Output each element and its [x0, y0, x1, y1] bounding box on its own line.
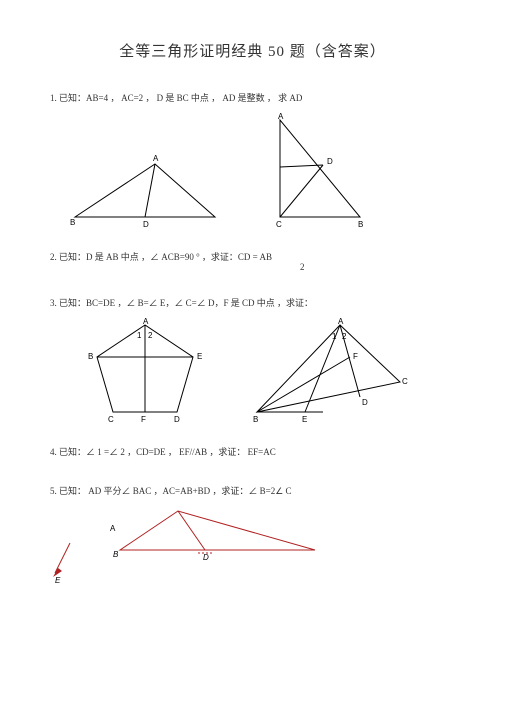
p1-num: 1. [50, 93, 57, 103]
label-B: B [113, 550, 119, 559]
page-title: 全等三角形证明经典 50 题（含答案） [50, 40, 455, 61]
problem-2: 2. 已知：D 是 AB 中点 ，∠ ACB=90 ° ，求证：CD = AB … [50, 250, 455, 263]
p2-sub: 2 [300, 262, 305, 272]
p5-num: 5. [50, 486, 57, 496]
label-2: 2 [342, 332, 347, 341]
label-E: E [55, 576, 61, 585]
label-B: B [253, 415, 258, 424]
p5-text: 已知： AD 平分∠ BAC ，AC=AB+BD ，求证：∠ B=2∠ C [59, 486, 292, 496]
label-B: B [358, 220, 363, 229]
figure-5: A B D E [50, 505, 340, 585]
problem-4: 4. 已知：∠ 1 =∠ 2 ，CD=DE ， EF//AB ，求证： EF=A… [50, 445, 455, 458]
figure-5-row: A B D E [50, 505, 455, 585]
label-F: F [141, 415, 146, 424]
figure-1-row: B A D A D C B [50, 112, 455, 232]
problem-5: 5. 已知： AD 平分∠ BAC ，AC=AB+BD ，求证：∠ B=2∠ C [50, 484, 455, 497]
label-D: D [327, 157, 333, 166]
figure-3-right: A 1 2 F C D E B [245, 317, 410, 427]
p1-text: 已知：AB=4 ， AC=2 ， D 是 BC 中点 ， AD 是整数 ， 求 … [59, 93, 302, 103]
label-A: A [278, 112, 284, 121]
label-C: C [402, 377, 408, 386]
p3-text: 已知：BC=DE ，∠ B=∠ E，∠ C=∠ D，F 是 CD 中点 ，求证： [59, 298, 313, 308]
p4-num: 4. [50, 447, 57, 457]
figure-1-right: A D C B [260, 112, 375, 232]
label-A: A [143, 317, 149, 326]
label-E: E [302, 415, 307, 424]
label-D: D [143, 220, 149, 229]
label-A: A [338, 317, 344, 326]
figure-3-row: A 1 2 B E C F D A 1 2 F C D E B [50, 317, 455, 427]
label-C: C [108, 415, 114, 424]
label-B: B [70, 218, 75, 227]
label-E: E [197, 352, 202, 361]
label-A: A [153, 154, 159, 163]
problem-1: 1. 已知：AB=4 ， AC=2 ， D 是 BC 中点 ， AD 是整数 ，… [50, 91, 455, 104]
figure-1-left: B A D [60, 152, 230, 232]
label-1: 1 [332, 332, 337, 341]
label-B: B [88, 352, 93, 361]
label-D: D [362, 398, 368, 407]
label-A: A [110, 524, 116, 533]
label-F: F [353, 352, 358, 361]
p4-text: 已知：∠ 1 =∠ 2 ，CD=DE ， EF//AB ，求证： EF=AC [59, 447, 276, 457]
p2-num: 2. [50, 252, 57, 262]
label-C: C [276, 220, 282, 229]
label-D: D [203, 553, 209, 562]
label-2: 2 [148, 331, 153, 340]
label-D: D [174, 415, 180, 424]
figure-3-left: A 1 2 B E C F D [75, 317, 215, 427]
label-1: 1 [137, 331, 142, 340]
problem-3: 3. 已知：BC=DE ，∠ B=∠ E，∠ C=∠ D，F 是 CD 中点 ，… [50, 296, 455, 309]
p3-num: 3. [50, 298, 57, 308]
p2-text: 已知：D 是 AB 中点 ，∠ ACB=90 ° ，求证：CD = AB [59, 252, 272, 262]
